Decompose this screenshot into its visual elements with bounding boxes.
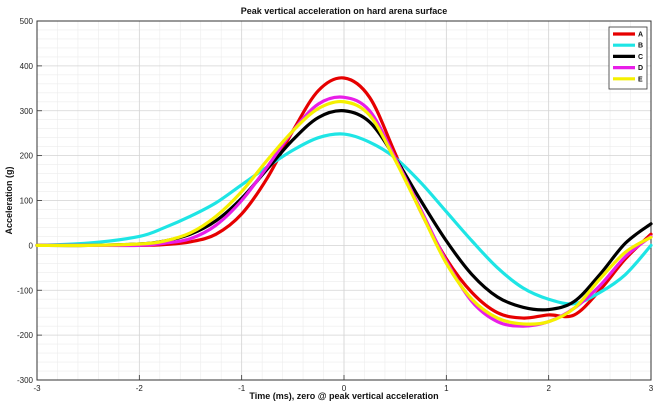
y-tick-label: 400 <box>20 62 34 71</box>
y-tick-label: 300 <box>20 107 34 116</box>
x-tick-label: 3 <box>649 384 654 393</box>
x-axis-title: Time (ms), zero @ peak vertical accelera… <box>249 391 438 401</box>
series-line-e <box>35 99 653 326</box>
y-tick-label: 0 <box>29 241 34 250</box>
y-tick-label: 200 <box>20 152 34 161</box>
x-tick-label: 1 <box>444 384 449 393</box>
legend-label-c: C <box>638 54 643 61</box>
y-tick-label: -100 <box>17 286 34 295</box>
y-tick-label: -300 <box>17 376 34 385</box>
series-line-a <box>35 76 653 320</box>
y-axis-title: Acceleration (g) <box>4 166 14 234</box>
legend-label-d: D <box>638 65 643 72</box>
legend-label-b: B <box>638 43 643 50</box>
axis-ticks: -3 -2 -1 0 1 2 3 -300 -200 -100 0 100 200 300 400 500 <box>17 17 654 393</box>
y-tick-label: 500 <box>20 17 34 26</box>
x-tick-label: -2 <box>136 384 144 393</box>
chart-title: Peak vertical acceleration on hard arena… <box>241 6 448 16</box>
x-tick-label: -3 <box>33 384 41 393</box>
x-tick-label: 2 <box>546 384 551 393</box>
series-line-b <box>35 132 653 306</box>
y-tick-label: 100 <box>20 197 34 206</box>
legend-label-e: E <box>638 76 643 83</box>
x-tick-label: 0 <box>342 384 347 393</box>
y-tick-label: -200 <box>17 331 34 340</box>
x-tick-label: -1 <box>238 384 246 393</box>
series-layer <box>35 76 653 328</box>
legend-label-a: A <box>638 32 643 39</box>
